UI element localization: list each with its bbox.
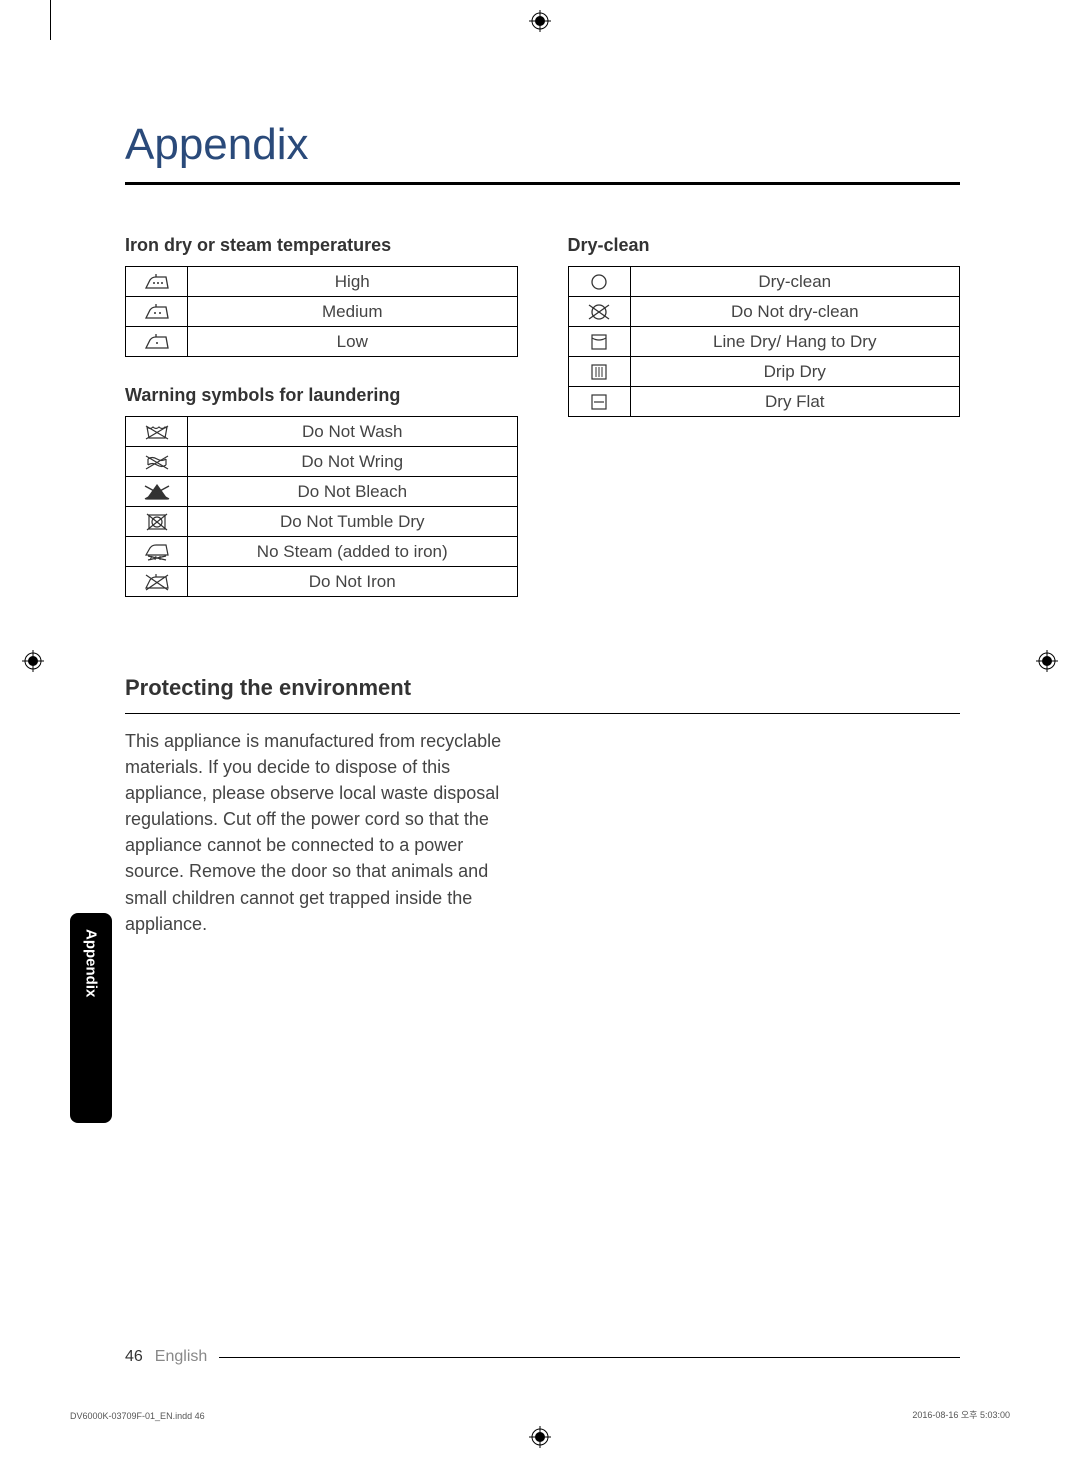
dry-clean-icon: [568, 267, 630, 297]
page-number: 46: [125, 1348, 143, 1366]
dryclean-table: Dry-clean Do Not dry-clean Line Dry/ Han…: [568, 266, 961, 417]
no-steam-icon: [126, 537, 188, 567]
cell-label: Medium: [188, 297, 518, 327]
cell-label: Line Dry/ Hang to Dry: [630, 327, 960, 357]
registration-mark-icon: [22, 650, 44, 672]
side-tab: Appendix: [70, 913, 112, 1123]
line-dry-icon: [568, 327, 630, 357]
table-row: Do Not Wash: [126, 417, 518, 447]
section-rule: [125, 713, 960, 714]
imprint-left: DV6000K-03709F-01_EN.indd 46: [70, 1411, 205, 1421]
page-content: Appendix Iron dry or steam temperatures …: [125, 120, 960, 937]
page-footer: 46 English: [125, 1348, 960, 1366]
environment-heading: Protecting the environment: [125, 675, 960, 701]
warning-heading: Warning symbols for laundering: [125, 385, 518, 406]
table-row: Do Not dry-clean: [568, 297, 960, 327]
table-row: Do Not Iron: [126, 567, 518, 597]
table-row: No Steam (added to iron): [126, 537, 518, 567]
table-row: Medium: [126, 297, 518, 327]
cell-label: Do Not Wring: [188, 447, 518, 477]
iron-low-icon: [126, 327, 188, 357]
table-row: Drip Dry: [568, 357, 960, 387]
dry-flat-icon: [568, 387, 630, 417]
do-not-iron-icon: [126, 567, 188, 597]
imprint-right: 2016-08-16 오후 5:03:00: [912, 1408, 1010, 1421]
registration-mark-icon: [529, 10, 551, 32]
cell-label: Low: [188, 327, 518, 357]
iron-medium-icon: [126, 297, 188, 327]
do-not-tumble-dry-icon: [126, 507, 188, 537]
table-row: Do Not Bleach: [126, 477, 518, 507]
cell-label: Do Not Tumble Dry: [188, 507, 518, 537]
do-not-bleach-icon: [126, 477, 188, 507]
iron-high-icon: [126, 267, 188, 297]
cell-label: Do Not Iron: [188, 567, 518, 597]
page-title: Appendix: [125, 120, 960, 185]
registration-mark-icon: [529, 1426, 551, 1448]
left-column: Iron dry or steam temperatures High Medi…: [125, 235, 518, 625]
drip-dry-icon: [568, 357, 630, 387]
crop-mark: [50, 0, 51, 40]
table-row: Dry-clean: [568, 267, 960, 297]
table-row: Low: [126, 327, 518, 357]
cell-label: Dry-clean: [630, 267, 960, 297]
table-row: Do Not Wring: [126, 447, 518, 477]
cell-label: Drip Dry: [630, 357, 960, 387]
cell-label: Do Not Bleach: [188, 477, 518, 507]
right-column: Dry-clean Dry-clean Do Not dry-clean Lin…: [568, 235, 961, 625]
table-row: Dry Flat: [568, 387, 960, 417]
dryclean-heading: Dry-clean: [568, 235, 961, 256]
table-row: High: [126, 267, 518, 297]
cell-label: High: [188, 267, 518, 297]
iron-table: High Medium Low: [125, 266, 518, 357]
footer-rule: [219, 1357, 960, 1358]
warning-table: Do Not Wash Do Not Wring Do Not Bleach D…: [125, 416, 518, 597]
do-not-wash-icon: [126, 417, 188, 447]
cell-label: Dry Flat: [630, 387, 960, 417]
registration-mark-icon: [1036, 650, 1058, 672]
page-language: English: [155, 1348, 207, 1366]
cell-label: No Steam (added to iron): [188, 537, 518, 567]
iron-heading: Iron dry or steam temperatures: [125, 235, 518, 256]
environment-body: This appliance is manufactured from recy…: [125, 728, 520, 937]
table-row: Line Dry/ Hang to Dry: [568, 327, 960, 357]
cell-label: Do Not Wash: [188, 417, 518, 447]
do-not-dry-clean-icon: [568, 297, 630, 327]
do-not-wring-icon: [126, 447, 188, 477]
cell-label: Do Not dry-clean: [630, 297, 960, 327]
table-row: Do Not Tumble Dry: [126, 507, 518, 537]
